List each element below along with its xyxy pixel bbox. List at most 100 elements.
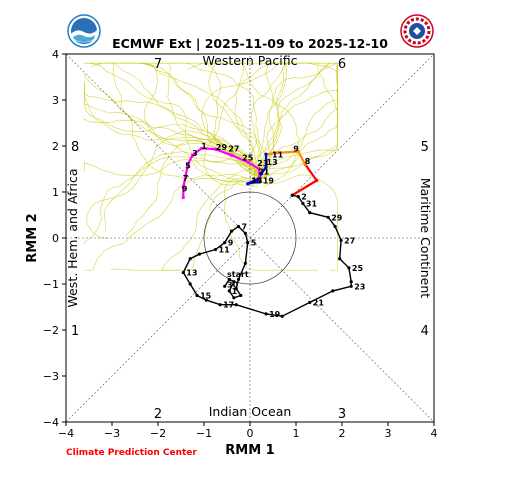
observed-day-label: 31 [306, 200, 318, 209]
forecast-day-label: 1 [201, 142, 207, 151]
observed-day-label: 15 [200, 292, 212, 301]
forecast-point [257, 167, 261, 171]
y-tick-label: −1 [43, 278, 59, 291]
x-tick-label: −3 [104, 427, 120, 440]
forecast-point [315, 178, 319, 183]
observed-point [232, 280, 236, 284]
observed-point [188, 257, 192, 261]
ensemble-line [223, 177, 318, 271]
forecast-day-label: 19 [263, 177, 275, 186]
ensemble-line [84, 177, 251, 271]
ensemble-line [84, 92, 257, 177]
x-tick-label: −4 [58, 427, 74, 440]
x-tick-label: 4 [431, 427, 438, 440]
forecast-day-label: 15 [251, 177, 263, 186]
observed-point [243, 261, 247, 265]
ensemble-line [208, 62, 278, 174]
observed-point [230, 229, 234, 233]
forecast-point [276, 151, 280, 155]
region-labels: Western Pacific Indian Ocean West. Hem. … [65, 53, 433, 419]
observed-point [218, 303, 222, 307]
observed-day-label: 9 [228, 239, 234, 248]
y-tick-label: −3 [43, 370, 59, 383]
observed-point [349, 280, 353, 284]
observed-point [264, 312, 268, 316]
forecast-point [246, 182, 250, 186]
noaa-logo [67, 14, 101, 48]
y-tick-label: 2 [52, 140, 59, 153]
observed-point [234, 287, 238, 291]
observed-point [290, 193, 294, 197]
forecast-point [230, 153, 234, 157]
observed-start-label: start [227, 270, 249, 279]
x-tick-label: 3 [385, 427, 392, 440]
y-tick-label: 1 [52, 186, 59, 199]
observed-point [280, 314, 284, 318]
phase-number-1: 1 [71, 324, 79, 339]
forecast-day-label: 9 [182, 184, 188, 193]
region-label-right: Maritime Continent [418, 178, 433, 298]
forecast-day-label: 29 [216, 143, 228, 152]
observed-day-label: 25 [352, 264, 364, 273]
y-tick-label: 3 [52, 94, 59, 107]
observed-point [188, 282, 192, 286]
forecast-point [259, 172, 264, 176]
observed-point [223, 241, 227, 245]
ensemble-line [84, 82, 262, 183]
observed-point [246, 241, 250, 245]
phase-number-7: 7 [154, 57, 162, 72]
observed-day-label: 11 [219, 246, 231, 255]
forecast-point [255, 180, 259, 184]
observed-day-label: 17 [223, 301, 234, 310]
forecast-day-label: 21 [258, 167, 270, 176]
observed-point [195, 293, 199, 298]
ensemble-line [263, 62, 338, 170]
x-axis-label: RMM 1 [225, 443, 274, 458]
phase-number-6: 6 [338, 57, 346, 72]
forecast-point [246, 160, 250, 164]
forecast-day-label: 11 [272, 150, 284, 159]
x-tick-label: −2 [150, 427, 166, 440]
observed-point [204, 298, 208, 302]
phase-number-2: 2 [154, 407, 162, 422]
forecast-point [186, 162, 190, 166]
y-tick-label: −4 [43, 416, 59, 429]
observed-point [223, 284, 227, 288]
unit-circle [203, 191, 297, 285]
y-axis-label: RMM 2 [25, 213, 40, 262]
phase-number-4: 4 [421, 324, 429, 339]
forecast-point [213, 147, 218, 151]
ensemble-line [90, 62, 267, 184]
ensemble-line [84, 158, 265, 178]
observed-point [308, 211, 312, 215]
observed-point [347, 266, 351, 270]
y-tick-label: −2 [43, 324, 59, 337]
forecast-point [181, 185, 185, 189]
forecast-day-label: 25 [242, 154, 254, 163]
observed-point [227, 277, 231, 281]
chart-title: ECMWF Ext | 2025-11-09 to 2025-12-10 [112, 36, 388, 51]
forecast-day-label: 27 [228, 144, 239, 153]
observed-day-label: 29 [331, 213, 343, 222]
x-tick-label: 2 [339, 427, 346, 440]
phase-guides [65, 53, 435, 423]
observed-point [197, 252, 201, 256]
region-label-bottom: Indian Ocean [209, 404, 292, 419]
forecast-day-label: 23 [257, 159, 268, 168]
observed-point [243, 231, 247, 235]
observed-point [234, 303, 238, 307]
forecast-point [303, 162, 307, 166]
observed-day-label: 21 [313, 298, 325, 307]
observed-point [213, 247, 218, 252]
forecast-day-label: 9 [293, 144, 299, 153]
phase-number-3: 3 [338, 407, 346, 422]
x-tick-label: 1 [293, 427, 300, 440]
forecast-point [184, 174, 188, 178]
nws-logo [400, 14, 434, 48]
observed-point [333, 224, 337, 229]
observed-point [331, 289, 335, 293]
observed-point [236, 277, 241, 281]
phase-number-8: 8 [71, 140, 79, 155]
